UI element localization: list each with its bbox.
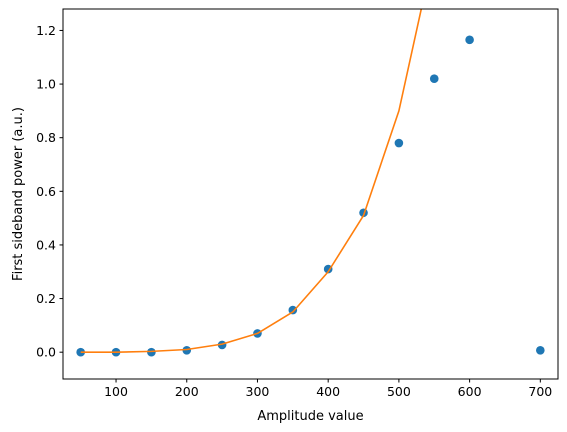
data-point <box>394 138 404 148</box>
data-point <box>429 74 439 84</box>
y-tick-label: 1.2 <box>36 23 56 38</box>
x-tick-label: 500 <box>387 384 411 399</box>
y-tick-label: 0.4 <box>36 237 56 252</box>
data-point <box>536 346 545 355</box>
y-tick-label: 0.0 <box>36 345 56 360</box>
data-point <box>182 346 192 355</box>
x-tick-label: 600 <box>458 384 482 399</box>
plot-frame <box>62 8 559 380</box>
axis-layer: 100 200 300 400 500 600 700 0.0 0.2 0.4 0.6 0.8 1.0 1… <box>36 23 552 399</box>
x-tick-label: 400 <box>316 384 340 399</box>
data-point <box>465 35 474 45</box>
data-point <box>288 305 298 315</box>
x-tick-label: 700 <box>528 384 552 399</box>
y-tick-label: 1.0 <box>36 77 56 92</box>
y-tick-label: 0.8 <box>36 130 56 145</box>
y-tick-label: 0.2 <box>36 291 56 306</box>
y-axis-label: First sideband power (a.u.) <box>11 107 26 281</box>
fit-line <box>80 9 423 353</box>
data-point <box>147 347 156 357</box>
x-tick-label: 100 <box>104 384 128 399</box>
x-tick-label: 300 <box>246 384 270 399</box>
series-layer <box>76 9 545 357</box>
x-tick-label: 200 <box>175 384 199 399</box>
x-axis-label: Amplitude value <box>257 409 363 424</box>
y-tick-label: 0.6 <box>36 184 56 199</box>
